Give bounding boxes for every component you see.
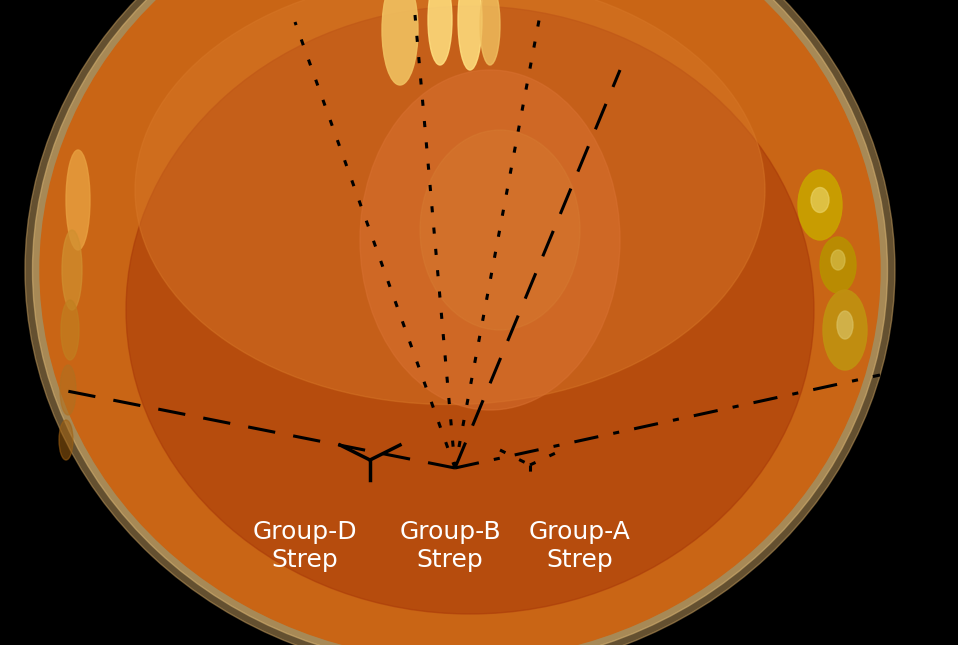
Text: Group-A
Strep: Group-A Strep bbox=[529, 520, 631, 572]
Ellipse shape bbox=[66, 150, 90, 250]
Ellipse shape bbox=[811, 188, 829, 212]
Ellipse shape bbox=[40, 0, 880, 645]
Text: Group-D
Strep: Group-D Strep bbox=[253, 520, 357, 572]
Ellipse shape bbox=[382, 0, 418, 85]
Ellipse shape bbox=[135, 0, 765, 404]
Ellipse shape bbox=[33, 0, 887, 645]
Ellipse shape bbox=[25, 0, 895, 645]
Text: Group-B
Strep: Group-B Strep bbox=[399, 520, 501, 572]
Ellipse shape bbox=[60, 365, 76, 415]
Ellipse shape bbox=[823, 290, 867, 370]
Ellipse shape bbox=[420, 130, 580, 330]
Ellipse shape bbox=[428, 0, 452, 65]
Ellipse shape bbox=[458, 0, 482, 70]
Ellipse shape bbox=[126, 6, 814, 614]
Ellipse shape bbox=[480, 0, 500, 65]
Ellipse shape bbox=[61, 300, 79, 360]
Ellipse shape bbox=[837, 311, 853, 339]
Ellipse shape bbox=[360, 70, 620, 410]
Ellipse shape bbox=[820, 237, 856, 293]
Ellipse shape bbox=[59, 420, 73, 460]
Ellipse shape bbox=[831, 250, 845, 270]
Ellipse shape bbox=[798, 170, 842, 240]
Ellipse shape bbox=[62, 230, 82, 310]
